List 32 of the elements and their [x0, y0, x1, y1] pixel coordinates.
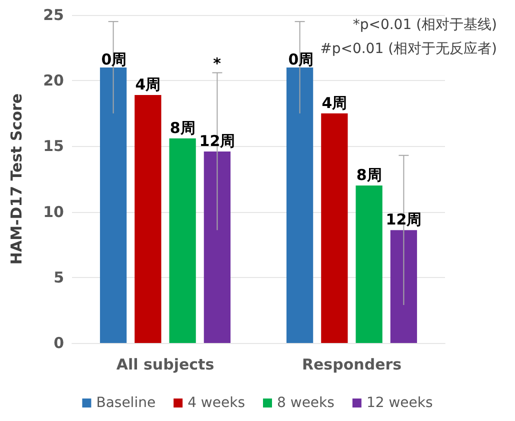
annotation: 12周 — [199, 132, 236, 150]
legend-label: 4 weeks — [188, 395, 246, 411]
legend-label: 8 weeks — [277, 395, 334, 411]
y-tick-label: 20 — [43, 72, 64, 90]
annotation: 0周 — [101, 50, 127, 68]
x-tick-label: All subjects — [116, 356, 214, 374]
bar — [390, 230, 418, 343]
y-tick-label: 10 — [43, 202, 64, 221]
y-tick-label: 0 — [54, 334, 64, 352]
bar — [286, 67, 314, 343]
bar — [356, 186, 382, 343]
annotation: 8周 — [170, 118, 196, 137]
y-tick-label: 25 — [43, 6, 64, 24]
y-axis-title: HAM-D17 Test Score — [8, 93, 26, 265]
annotation: 12周 — [386, 210, 422, 229]
bar — [169, 138, 196, 343]
x-tick-label: Responders — [302, 356, 402, 374]
legend-label: Baseline — [96, 395, 156, 411]
bar — [321, 113, 348, 343]
annotation: *p<0.01 (相对于基线) — [352, 17, 498, 33]
y-tick-label: 15 — [43, 137, 64, 156]
annotation: * — [213, 54, 222, 72]
y-tick-label: 5 — [54, 268, 64, 286]
annotation: #p<0.01 (相对于无反应者) — [320, 41, 498, 57]
annotation: 4周 — [322, 94, 348, 112]
annotation: 0周 — [288, 50, 314, 68]
legend-label: 12 weeks — [366, 395, 433, 411]
bar — [204, 151, 231, 343]
annotation: 4周 — [135, 76, 161, 94]
bar — [134, 95, 162, 343]
bar — [100, 67, 127, 343]
annotation: 8周 — [356, 166, 382, 184]
